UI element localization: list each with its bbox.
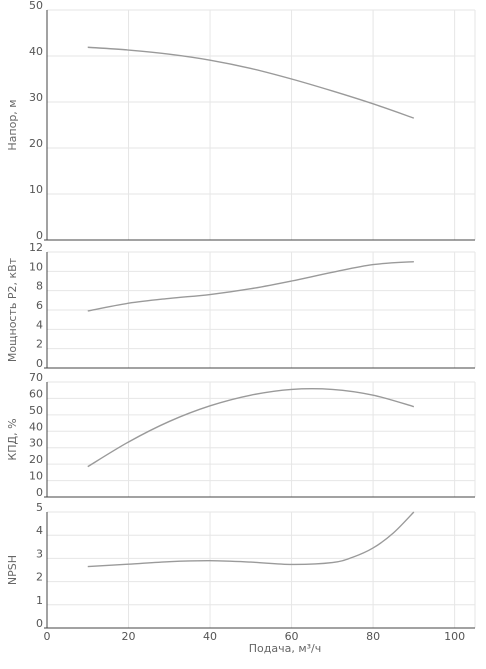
y-tick-label: 10 (29, 260, 43, 273)
y-tick-label: 0 (36, 357, 43, 370)
y-axis-label: NPSH (6, 555, 19, 585)
y-tick-label: 4 (36, 318, 43, 331)
series-line (87, 260, 414, 312)
y-tick-label: 60 (29, 387, 43, 400)
y-tick-label: 0 (36, 617, 43, 630)
y-tick-label: 30 (29, 91, 43, 104)
y-tick-label: 0 (36, 229, 43, 242)
x-tick-label: 100 (444, 630, 465, 643)
chart-panel-4: 0 1 2 3 4 5 0 20 40 60 80 100 NPSH Подача, м³/ч (6, 501, 476, 655)
y-tick-label: 20 (29, 453, 43, 466)
y-tick-label: 30 (29, 437, 43, 450)
y-tick-label: 10 (29, 183, 43, 196)
x-axis-label: Подача, м³/ч (249, 642, 322, 655)
chart-panel-1: 0 10 20 30 40 50 Напор, м (6, 0, 476, 242)
series-line (87, 511, 415, 568)
y-tick-label: 70 (29, 371, 43, 384)
y-tick-label: 50 (29, 0, 43, 12)
x-tick-label: 60 (285, 630, 299, 643)
x-tick-label: 40 (203, 630, 217, 643)
y-tick-label: 12 (29, 241, 43, 254)
y-axis-label: КПД, % (6, 418, 19, 460)
series-line (87, 46, 415, 119)
y-tick-label: 10 (29, 470, 43, 483)
y-tick-label: 1 (36, 594, 43, 607)
y-tick-label: 3 (36, 547, 43, 560)
y-tick-label: 50 (29, 404, 43, 417)
y-tick-label: 2 (36, 571, 43, 584)
y-tick-label: 2 (36, 338, 43, 351)
y-tick-label: 8 (36, 280, 43, 293)
y-tick-label: 0 (36, 486, 43, 499)
y-tick-label: 40 (29, 45, 43, 58)
y-axis-label: Мощность P2, кВт (6, 257, 19, 362)
chart-panel-2: 0 2 4 6 8 10 12 Мощность P2, кВт (6, 241, 476, 370)
series-line (87, 387, 415, 468)
chart-panel-3: 0 10 20 30 40 50 60 70 КПД, % (6, 371, 476, 499)
y-tick-label: 20 (29, 137, 43, 150)
y-tick-label: 40 (29, 420, 43, 433)
y-tick-label: 5 (36, 501, 43, 514)
y-tick-label: 4 (36, 524, 43, 537)
x-tick-label: 20 (122, 630, 136, 643)
y-axis-label: Напор, м (6, 99, 19, 150)
x-tick-label: 0 (44, 630, 51, 643)
y-tick-label: 6 (36, 299, 43, 312)
x-tick-label: 80 (366, 630, 380, 643)
